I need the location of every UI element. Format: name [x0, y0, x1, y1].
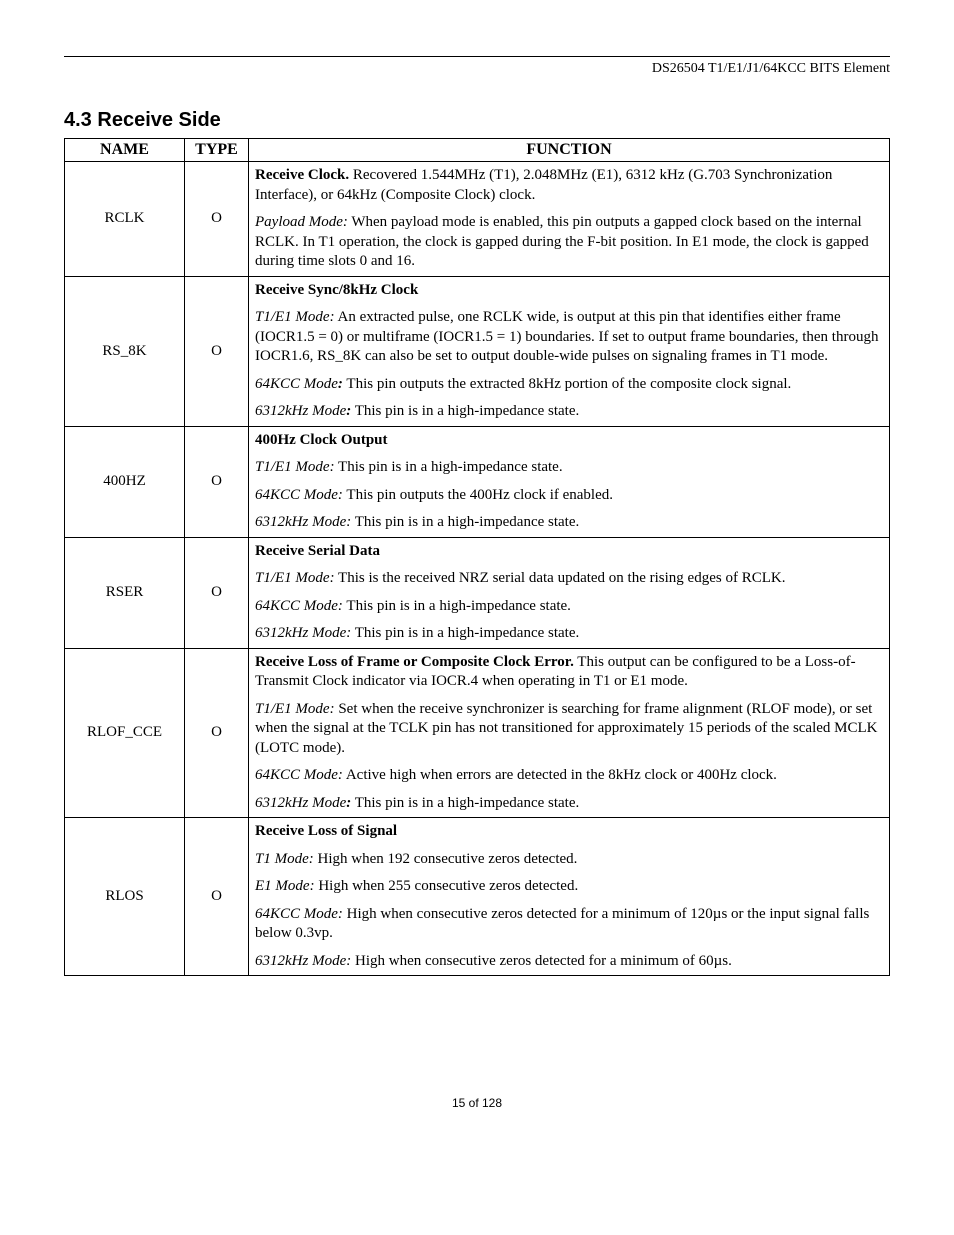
function-paragraph: 64KCC Mode: This pin is in a high-impeda… — [255, 597, 883, 617]
table-row: RLOSO Receive Loss of Signal T1 Mode: High… — [65, 818, 890, 976]
text-run: Receive Sync/8kHz Clock — [255, 282, 418, 298]
text-run: T1/E1 Mode: — [255, 309, 335, 325]
pin-type: O — [185, 648, 249, 818]
pin-name: RLOF_CCE — [65, 648, 185, 818]
text-run: Set when the receive synchronizer is sea… — [255, 701, 878, 756]
table-row: 400HZO 400Hz Clock Output T1/E1 Mode: This… — [65, 426, 890, 537]
function-paragraph: 6312kHz Mode: This pin is in a high-impe… — [255, 513, 883, 533]
function-paragraph: 64KCC Mode: This pin outputs the 400Hz c… — [255, 486, 883, 506]
text-run: 6312kHz Mode — [255, 795, 346, 811]
text-run: 400Hz Clock Output — [255, 432, 388, 448]
section-heading: Receive Side — [97, 109, 220, 131]
text-run: Receive Loss of Frame or Composite Clock… — [255, 654, 574, 670]
pin-name: RLOS — [65, 818, 185, 976]
text-run: Receive Clock. — [255, 167, 349, 183]
text-run: 6312kHz Mode: — [255, 514, 351, 530]
doc-header: DS26504 T1/E1/J1/64KCC BITS Element — [64, 61, 890, 77]
function-paragraph: Payload Mode: When payload mode is enabl… — [255, 213, 883, 272]
pin-function: Receive Clock. Recovered 1.544MHz (T1), … — [249, 162, 890, 277]
table-row: RLOF_CCEO Receive Loss of Frame or Compos… — [65, 648, 890, 818]
function-paragraph: 400Hz Clock Output — [255, 431, 883, 451]
col-header-type: TYPE — [185, 139, 249, 162]
page-footer: 15 of 128 — [64, 1096, 890, 1110]
pin-table: NAME TYPE FUNCTION RCLKOReceive Clock. R… — [64, 138, 890, 976]
function-paragraph: T1/E1 Mode: This is the received NRZ ser… — [255, 569, 883, 589]
pin-function: Receive Sync/8kHz Clock T1/E1 Mode: An ex… — [249, 276, 890, 426]
table-row: RCLKOReceive Clock. Recovered 1.544MHz (… — [65, 162, 890, 277]
text-run: Receive Loss of Signal — [255, 823, 397, 839]
text-run: High when 192 consecutive zeros detected… — [314, 851, 578, 867]
text-run: 6312kHz Mode — [255, 403, 346, 419]
text-run: This pin is in a high-impedance state. — [351, 795, 579, 811]
text-run: High when 255 consecutive zeros detected… — [315, 878, 579, 894]
function-paragraph: Receive Sync/8kHz Clock — [255, 281, 883, 301]
text-run: E1 Mode: — [255, 878, 315, 894]
text-run: T1/E1 Mode: — [255, 459, 335, 475]
pin-type: O — [185, 537, 249, 648]
function-paragraph: Receive Serial Data — [255, 542, 883, 562]
text-run: T1/E1 Mode: — [255, 701, 335, 717]
function-paragraph: Receive Loss of Signal — [255, 822, 883, 842]
function-paragraph: Receive Clock. Recovered 1.544MHz (T1), … — [255, 166, 883, 205]
function-paragraph: 64KCC Mode: This pin outputs the extract… — [255, 375, 883, 395]
section-number: 4.3 — [64, 109, 92, 131]
section-title: 4.3 Receive Side — [64, 109, 890, 132]
text-run: Receive Serial Data — [255, 543, 380, 559]
text-run: 64KCC Mode: — [255, 767, 343, 783]
function-paragraph: 6312kHz Mode: High when consecutive zero… — [255, 952, 883, 972]
function-paragraph: T1/E1 Mode: Set when the receive synchro… — [255, 700, 883, 759]
text-run: 64KCC Mode: — [255, 906, 343, 922]
text-run: This pin is in a high-impedance state. — [351, 403, 579, 419]
text-run: 6312kHz Mode: — [255, 953, 351, 969]
function-paragraph: 6312kHz Mode: This pin is in a high-impe… — [255, 624, 883, 644]
text-run: 64KCC Mode — [255, 376, 338, 392]
function-paragraph: 64KCC Mode: High when consecutive zeros … — [255, 905, 883, 944]
pin-function: Receive Loss of Signal T1 Mode: High when… — [249, 818, 890, 976]
text-run: T1/E1 Mode: — [255, 570, 335, 586]
text-run: This pin is in a high-impedance state. — [351, 625, 579, 641]
text-run: High when consecutive zeros detected for… — [255, 906, 869, 942]
function-paragraph: E1 Mode: High when 255 consecutive zeros… — [255, 877, 883, 897]
table-header-row: NAME TYPE FUNCTION — [65, 139, 890, 162]
text-run: This pin is in a high-impedance state. — [335, 459, 563, 475]
text-run: T1 Mode: — [255, 851, 314, 867]
pin-type: O — [185, 276, 249, 426]
text-run: An extracted pulse, one RCLK wide, is ou… — [255, 309, 878, 364]
col-header-function: FUNCTION — [249, 139, 890, 162]
pin-type: O — [185, 426, 249, 537]
text-run: When payload mode is enabled, this pin o… — [255, 214, 869, 269]
text-run: Payload Mode: — [255, 214, 348, 230]
pin-type: O — [185, 162, 249, 277]
function-paragraph: Receive Loss of Frame or Composite Clock… — [255, 653, 883, 692]
table-row: RS_8KO Receive Sync/8kHz Clock T1/E1 Mode:… — [65, 276, 890, 426]
function-paragraph: 64KCC Mode: Active high when errors are … — [255, 766, 883, 786]
pin-function: 400Hz Clock Output T1/E1 Mode: This pin i… — [249, 426, 890, 537]
text-run: This pin is in a high-impedance state. — [351, 514, 579, 530]
text-run: This pin outputs the 400Hz clock if enab… — [343, 487, 613, 503]
col-header-name: NAME — [65, 139, 185, 162]
pin-name: RS_8K — [65, 276, 185, 426]
pin-function: Receive Loss of Frame or Composite Clock… — [249, 648, 890, 818]
table-row: RSERO Receive Serial Data T1/E1 Mode: This… — [65, 537, 890, 648]
function-paragraph: 6312kHz Mode: This pin is in a high-impe… — [255, 402, 883, 422]
function-paragraph: 6312kHz Mode: This pin is in a high-impe… — [255, 794, 883, 814]
pin-name: RCLK — [65, 162, 185, 277]
text-run: 64KCC Mode: — [255, 598, 343, 614]
function-paragraph: T1/E1 Mode: An extracted pulse, one RCLK… — [255, 308, 883, 367]
function-paragraph: T1/E1 Mode: This pin is in a high-impeda… — [255, 458, 883, 478]
header-rule — [64, 56, 890, 57]
pin-type: O — [185, 818, 249, 976]
text-run: 6312kHz Mode: — [255, 625, 351, 641]
text-run: This pin is in a high-impedance state. — [343, 598, 571, 614]
text-run: This is the received NRZ serial data upd… — [335, 570, 786, 586]
pin-name: 400HZ — [65, 426, 185, 537]
text-run: Active high when errors are detected in … — [343, 767, 777, 783]
function-paragraph: T1 Mode: High when 192 consecutive zeros… — [255, 850, 883, 870]
pin-name: RSER — [65, 537, 185, 648]
text-run: High when consecutive zeros detected for… — [351, 953, 732, 969]
text-run: This pin outputs the extracted 8kHz port… — [343, 376, 791, 392]
pin-function: Receive Serial Data T1/E1 Mode: This is t… — [249, 537, 890, 648]
text-run: 64KCC Mode: — [255, 487, 343, 503]
